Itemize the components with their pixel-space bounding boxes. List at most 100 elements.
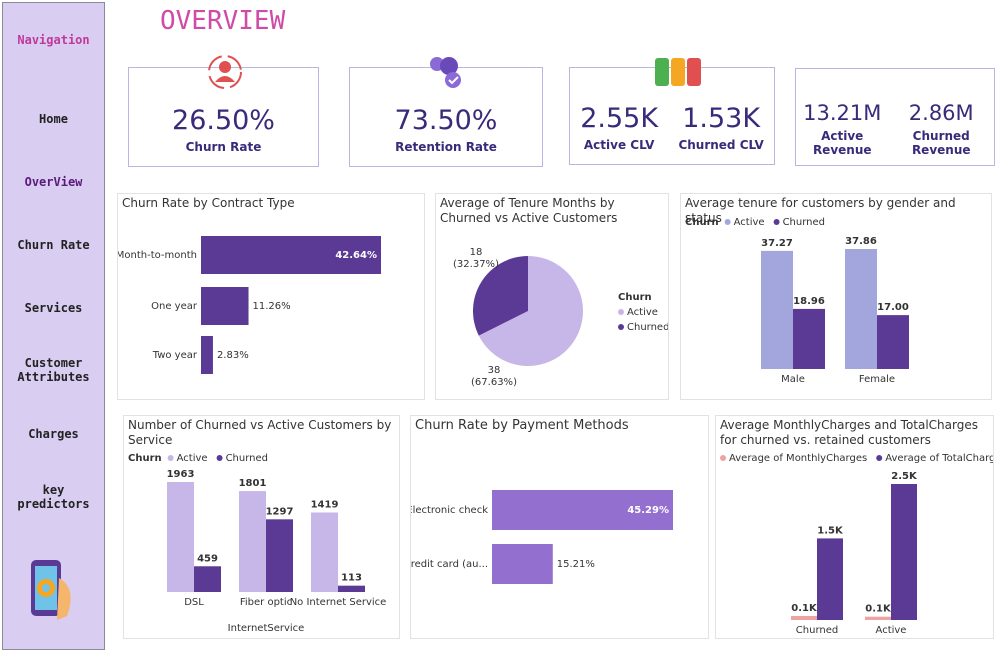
nav-item[interactable]: Charges bbox=[28, 427, 79, 441]
bar bbox=[865, 616, 891, 620]
pie-value: 18 bbox=[470, 247, 483, 258]
legend-label: Average of TotalCharges bbox=[885, 453, 993, 464]
bar bbox=[311, 512, 338, 592]
x-axis-label: InternetService bbox=[228, 623, 305, 634]
category-label: Active bbox=[876, 625, 907, 636]
kpi-value: 1.53K bbox=[682, 103, 761, 134]
value-label: 15.21% bbox=[557, 559, 595, 570]
kpi-value: 26.50% bbox=[172, 105, 275, 136]
category-label: One year bbox=[151, 301, 198, 312]
value-label: 2.5K bbox=[891, 471, 918, 482]
chart-panel: 38 (67.63%) 18 (32.37%) Churn Active Churned Av… bbox=[435, 193, 669, 400]
legend-marker bbox=[167, 455, 174, 461]
pie-slice bbox=[473, 256, 528, 336]
legend-label: Active bbox=[627, 307, 658, 318]
bar bbox=[201, 287, 249, 325]
legend-marker bbox=[724, 219, 731, 225]
bar bbox=[201, 236, 381, 274]
nav-item[interactable]: OverView bbox=[24, 175, 83, 189]
pie-share: (32.37%) bbox=[453, 259, 499, 270]
legend-title: Churn bbox=[618, 292, 652, 303]
kpi-label: Active CLV bbox=[583, 138, 655, 152]
chart-panel: Month-to-month 42.64% One year 11.26% Two ye… bbox=[117, 193, 425, 400]
value-label: 45.29% bbox=[627, 505, 669, 516]
nav-item[interactable]: key predictors bbox=[17, 483, 90, 511]
bar bbox=[845, 249, 877, 369]
nav-title: Navigation bbox=[17, 33, 90, 47]
bar bbox=[877, 315, 909, 369]
category-label: Churned bbox=[796, 625, 838, 636]
bar bbox=[791, 615, 817, 620]
bar bbox=[891, 484, 917, 620]
bar bbox=[194, 566, 221, 592]
legend-marker bbox=[876, 455, 883, 461]
legend-label: Churned bbox=[783, 217, 825, 228]
nav-item[interactable]: Customer Attributes bbox=[17, 356, 90, 384]
category-label: No Internet Service bbox=[290, 597, 387, 608]
page-title: OVERVIEW bbox=[160, 6, 286, 36]
legend-marker bbox=[773, 219, 780, 225]
kpi-value: 73.50% bbox=[394, 105, 498, 136]
legend-label: Average of MonthlyCharges bbox=[729, 453, 867, 464]
bar bbox=[201, 336, 213, 374]
nav-item[interactable]: Churn Rate bbox=[17, 238, 90, 252]
pie-share: (67.63%) bbox=[471, 377, 517, 388]
kpi-label: Churn Rate bbox=[185, 140, 262, 154]
kpi-label: Churned CLV bbox=[678, 138, 764, 152]
kpi-card: 73.50% Retention Rate bbox=[349, 67, 543, 167]
value-label: 2.83% bbox=[217, 350, 249, 361]
kpi-value: 13.21M bbox=[803, 101, 882, 125]
chart-title: Churn Rate by Payment Methods bbox=[415, 418, 629, 433]
bar bbox=[492, 490, 673, 530]
nav-item[interactable]: Services bbox=[24, 301, 83, 315]
category-label: Female bbox=[859, 374, 895, 385]
value-label: 1801 bbox=[239, 478, 267, 489]
legend-label: Active bbox=[734, 217, 765, 228]
bar bbox=[492, 544, 553, 584]
nav-item[interactable]: Home bbox=[39, 112, 68, 126]
value-label: 0.1K bbox=[865, 604, 892, 615]
category-label: Month-to-month bbox=[118, 250, 197, 261]
bar bbox=[338, 585, 365, 592]
value-label: 18.96 bbox=[793, 296, 825, 307]
bar bbox=[793, 308, 825, 369]
bar bbox=[817, 538, 843, 620]
legend-marker bbox=[216, 455, 223, 461]
value-label: 11.26% bbox=[253, 301, 291, 312]
category-label: Fiber optic bbox=[240, 597, 292, 608]
value-label: 1963 bbox=[167, 469, 195, 480]
kpi-card: 26.50% Churn Rate bbox=[128, 67, 319, 167]
kpi-value: 2.86M bbox=[908, 101, 974, 125]
kpi-card: 13.21M Active Revenue 2.86M Churned Revenu… bbox=[795, 68, 995, 166]
value-label: 37.27 bbox=[761, 238, 793, 249]
legend-marker bbox=[618, 309, 624, 315]
pie-slice bbox=[478, 256, 583, 366]
bar bbox=[167, 482, 194, 592]
value-label: 113 bbox=[341, 573, 362, 584]
chart-title: Average tenure for customers by gender a… bbox=[685, 196, 956, 225]
kpi-label: Retention Rate bbox=[395, 140, 497, 154]
bar bbox=[239, 491, 266, 592]
category-label: Credit card (au... bbox=[411, 559, 488, 570]
kpi-value: 2.55K bbox=[580, 103, 659, 134]
legend-label: Churned bbox=[627, 322, 668, 333]
value-label: 1419 bbox=[311, 499, 339, 510]
value-label: 459 bbox=[197, 553, 218, 564]
bar bbox=[761, 250, 793, 369]
chart-panel: Electronic check 45.29% Credit card (au...… bbox=[410, 415, 709, 639]
chart-title: Average MonthlyCharges and TotalCharges … bbox=[720, 418, 978, 447]
value-label: 1.5K bbox=[817, 525, 844, 536]
app-icon bbox=[31, 560, 71, 620]
legend-label: Churned bbox=[226, 453, 268, 464]
legend-marker bbox=[618, 324, 624, 330]
chart-title: Churn Rate by Contract Type bbox=[122, 196, 295, 210]
category-label: Electronic check bbox=[411, 505, 488, 516]
chart-panel: Churn Active Churned DSL 1963 459 Fiber optic 1… bbox=[123, 415, 400, 639]
value-label: 17.00 bbox=[877, 302, 909, 313]
kpi-label: Active Revenue bbox=[812, 129, 872, 157]
value-label: 42.64% bbox=[335, 250, 377, 261]
legend-marker bbox=[720, 455, 726, 461]
chart-panel: Average of MonthlyCharges Average of Tota… bbox=[715, 415, 994, 639]
sidebar: Navigation Home OverView Churn Rate Serv… bbox=[2, 2, 105, 650]
